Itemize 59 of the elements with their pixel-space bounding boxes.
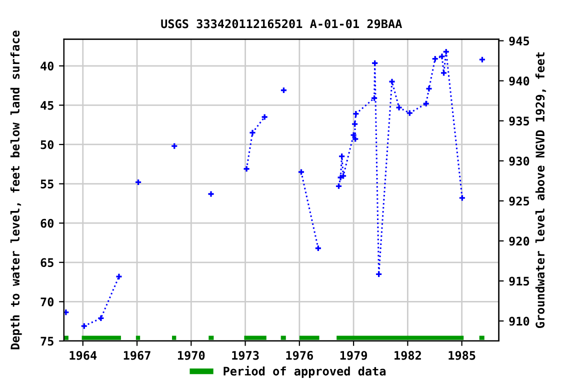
point bbox=[458, 194, 466, 202]
point bbox=[242, 165, 250, 172]
point bbox=[298, 168, 305, 176]
point bbox=[432, 55, 439, 62]
x-tick-label: 1973 bbox=[232, 350, 259, 360]
point bbox=[260, 113, 268, 121]
point bbox=[97, 314, 105, 322]
y2-tick-label: 945 bbox=[509, 36, 530, 46]
point bbox=[64, 308, 70, 316]
y2-tick-label: 930 bbox=[509, 156, 530, 166]
y2-axis-title: Groundwater level above NGVD 1929, feet bbox=[535, 52, 546, 328]
chart-title: USGS 333420112165201 A-01-01 29BAA bbox=[161, 19, 402, 28]
point bbox=[422, 100, 430, 108]
point bbox=[115, 272, 123, 280]
point bbox=[280, 86, 288, 94]
point bbox=[170, 142, 178, 150]
x-tick-label: 1985 bbox=[448, 350, 476, 360]
y2-tick-label: 915 bbox=[509, 276, 530, 286]
y2-tick-label: 910 bbox=[509, 316, 530, 326]
x-tick-label: 1970 bbox=[178, 350, 205, 360]
y2-tick-label: 935 bbox=[509, 116, 530, 126]
point bbox=[371, 60, 378, 67]
y2-tick-label: 920 bbox=[509, 236, 530, 246]
point bbox=[134, 178, 142, 186]
point bbox=[335, 182, 342, 190]
x-tick-label: 1967 bbox=[124, 350, 150, 360]
point bbox=[80, 322, 88, 330]
y2-tick-label: 925 bbox=[509, 196, 530, 206]
point bbox=[350, 131, 358, 139]
point bbox=[248, 129, 256, 136]
y-axis-title: Depth to water level, feet below land surface bbox=[10, 30, 22, 350]
point bbox=[388, 78, 396, 86]
point bbox=[406, 109, 414, 117]
point bbox=[478, 56, 486, 64]
y2-tick-label: 940 bbox=[509, 76, 530, 86]
y-tick-label: 45 bbox=[40, 101, 54, 110]
y-tick-label: 55 bbox=[40, 180, 54, 188]
point bbox=[425, 85, 433, 92]
y-tick-label: 50 bbox=[40, 140, 54, 150]
point bbox=[352, 110, 360, 118]
point bbox=[352, 135, 359, 143]
point bbox=[338, 152, 346, 160]
point bbox=[314, 244, 322, 252]
y-tick-label: 40 bbox=[40, 62, 54, 71]
point bbox=[395, 104, 403, 112]
x-tick-label: 1982 bbox=[394, 350, 421, 360]
point bbox=[207, 190, 215, 198]
point bbox=[440, 69, 448, 77]
x-tick-label: 1976 bbox=[286, 350, 313, 360]
point bbox=[351, 120, 358, 128]
x-tick-label: 1979 bbox=[340, 351, 368, 360]
legend-label: Period of approved data bbox=[224, 366, 386, 378]
point bbox=[375, 270, 382, 278]
y-tick-label: 60 bbox=[40, 218, 54, 228]
y-tick-label: 65 bbox=[40, 258, 54, 268]
point bbox=[370, 94, 378, 102]
x-tick-label: 1964 bbox=[70, 350, 97, 360]
y-tick-label: 75 bbox=[40, 336, 54, 346]
y-tick-label: 70 bbox=[40, 297, 54, 306]
